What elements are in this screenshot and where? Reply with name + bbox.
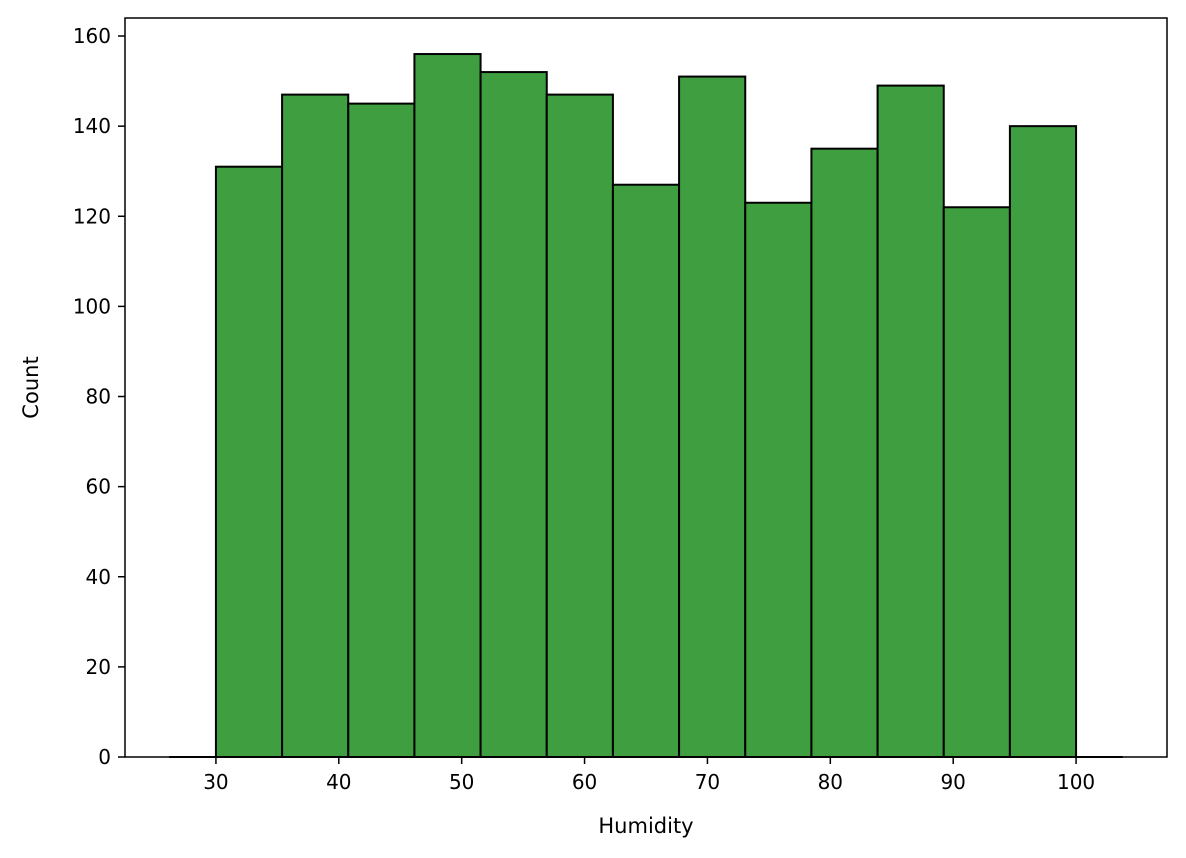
histogram-bar [810, 147, 879, 759]
histogram-bar [744, 201, 813, 758]
histogram-bar [876, 84, 945, 758]
histogram-bar [1008, 125, 1078, 758]
y-tick-label: 100 [73, 294, 111, 318]
x-tick-label: 70 [695, 770, 720, 794]
x-tick-label: 30 [203, 770, 228, 794]
x-tick-label: 80 [818, 770, 843, 794]
x-tick-label: 60 [572, 770, 597, 794]
x-tick-label: 100 [1057, 770, 1095, 794]
histogram-bar [678, 75, 747, 758]
bars-layer [214, 53, 1078, 759]
histogram-bar [281, 93, 350, 759]
y-tick-label: 40 [86, 565, 111, 589]
x-axis-ticks: 30 40 50 60 70 80 90 100 [203, 757, 1095, 794]
histogram-bar [347, 102, 416, 759]
histogram-bar [413, 53, 482, 759]
y-tick-label: 80 [86, 385, 111, 409]
y-tick-label: 60 [86, 475, 111, 499]
plot-frame [124, 17, 1168, 758]
x-tick-label: 50 [449, 770, 474, 794]
histogram-bar [545, 93, 614, 759]
y-tick-label: 120 [73, 204, 111, 228]
x-tick-label: 90 [940, 770, 965, 794]
histogram-bar [479, 71, 548, 758]
x-axis-label: Humidity [598, 814, 693, 838]
histogram-bar [611, 183, 681, 759]
y-axis-ticks: 0 20 40 60 80 100 120 140 160 [73, 24, 125, 769]
y-tick-label: 0 [98, 745, 111, 769]
y-tick-label: 20 [86, 655, 111, 679]
y-axis-label: Count [19, 356, 43, 418]
histogram-bar [214, 165, 284, 758]
histogram-bar [942, 206, 1011, 758]
y-tick-label: 160 [73, 24, 111, 48]
x-tick-label: 40 [326, 770, 351, 794]
y-tick-label: 140 [73, 114, 111, 138]
